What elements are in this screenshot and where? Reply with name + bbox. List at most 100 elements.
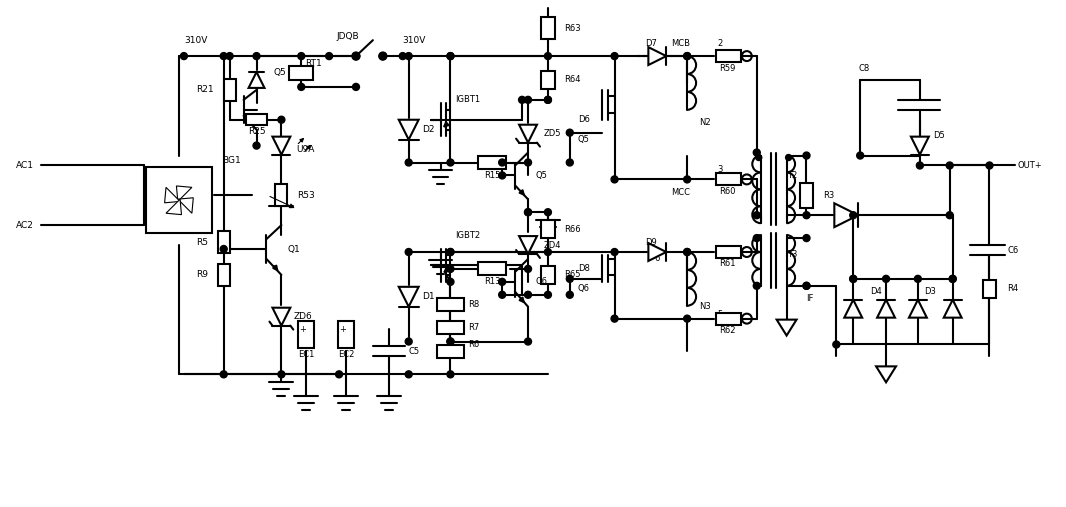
- Circle shape: [915, 275, 921, 282]
- Circle shape: [986, 162, 992, 169]
- Text: AC1: AC1: [16, 161, 34, 170]
- Text: Q6: Q6: [578, 284, 589, 294]
- Circle shape: [253, 53, 260, 59]
- Circle shape: [949, 275, 956, 282]
- Text: D2: D2: [422, 125, 435, 134]
- Circle shape: [180, 53, 188, 59]
- Circle shape: [756, 155, 762, 161]
- Circle shape: [447, 338, 454, 345]
- Circle shape: [683, 176, 691, 183]
- Polygon shape: [273, 137, 290, 155]
- Text: R62: R62: [718, 326, 736, 335]
- Bar: [217, 264, 229, 286]
- Bar: [224, 79, 236, 101]
- Text: D1: D1: [422, 292, 435, 301]
- Text: D3: D3: [924, 287, 936, 296]
- Circle shape: [947, 212, 953, 219]
- Circle shape: [566, 292, 574, 298]
- Text: IF: IF: [807, 294, 813, 303]
- Circle shape: [297, 53, 305, 59]
- Text: D9: D9: [646, 238, 658, 246]
- Polygon shape: [164, 188, 180, 203]
- Circle shape: [524, 209, 532, 215]
- Polygon shape: [399, 287, 419, 307]
- Circle shape: [917, 162, 923, 169]
- Circle shape: [803, 282, 810, 289]
- Circle shape: [545, 209, 551, 215]
- Text: 310V: 310V: [403, 35, 426, 45]
- Text: R25: R25: [247, 127, 265, 136]
- Circle shape: [378, 52, 387, 60]
- Circle shape: [833, 341, 840, 348]
- Polygon shape: [835, 203, 858, 227]
- Circle shape: [683, 315, 691, 322]
- Circle shape: [352, 52, 360, 60]
- Bar: [716, 313, 741, 324]
- Text: 310V: 310V: [184, 35, 207, 45]
- Circle shape: [447, 338, 454, 345]
- Circle shape: [447, 53, 454, 59]
- Circle shape: [447, 159, 454, 166]
- Text: ZD6: ZD6: [293, 312, 312, 321]
- Circle shape: [850, 212, 857, 219]
- Bar: [716, 173, 741, 186]
- Text: EC2: EC2: [338, 350, 354, 359]
- Text: C6: C6: [1007, 245, 1019, 255]
- Circle shape: [754, 212, 760, 219]
- Bar: [716, 50, 741, 62]
- Text: C8: C8: [858, 63, 870, 73]
- Circle shape: [566, 129, 574, 136]
- Text: N3: N3: [699, 302, 711, 311]
- Circle shape: [545, 53, 551, 59]
- Text: R53: R53: [297, 191, 316, 200]
- Text: IGBT2: IGBT2: [455, 231, 481, 240]
- Circle shape: [353, 53, 359, 59]
- Circle shape: [353, 53, 359, 59]
- Text: C5: C5: [408, 347, 420, 356]
- Polygon shape: [399, 120, 419, 139]
- Circle shape: [754, 235, 760, 241]
- Circle shape: [405, 53, 413, 59]
- Bar: [146, 167, 212, 233]
- Polygon shape: [911, 137, 928, 155]
- Circle shape: [947, 162, 953, 169]
- Circle shape: [803, 152, 810, 159]
- Circle shape: [405, 371, 413, 378]
- Bar: [540, 220, 555, 238]
- Polygon shape: [178, 198, 193, 213]
- Polygon shape: [909, 300, 926, 318]
- Circle shape: [221, 245, 227, 252]
- Circle shape: [524, 96, 532, 103]
- Text: R21: R21: [196, 85, 214, 94]
- Circle shape: [524, 292, 532, 298]
- Bar: [298, 320, 314, 348]
- Circle shape: [221, 371, 227, 378]
- Polygon shape: [248, 72, 264, 88]
- Circle shape: [754, 282, 760, 289]
- Circle shape: [545, 96, 551, 103]
- Text: R66: R66: [564, 225, 581, 234]
- Text: JDQB: JDQB: [336, 32, 359, 41]
- Bar: [540, 71, 555, 89]
- Circle shape: [949, 275, 956, 282]
- Bar: [716, 246, 741, 258]
- Text: R59: R59: [718, 63, 736, 73]
- Text: R4: R4: [1007, 284, 1018, 294]
- Circle shape: [499, 278, 505, 285]
- Circle shape: [447, 53, 454, 59]
- Text: IGBT1: IGBT1: [455, 95, 481, 104]
- Bar: [540, 17, 555, 39]
- Bar: [338, 320, 354, 348]
- Circle shape: [611, 53, 618, 59]
- Circle shape: [221, 53, 227, 59]
- Bar: [217, 231, 229, 253]
- Circle shape: [611, 315, 618, 322]
- Text: D6: D6: [578, 115, 589, 124]
- Circle shape: [803, 212, 810, 219]
- Circle shape: [566, 159, 574, 166]
- Polygon shape: [519, 125, 537, 142]
- Text: R8: R8: [468, 300, 480, 309]
- Circle shape: [405, 248, 413, 256]
- Text: R61: R61: [718, 260, 736, 268]
- Bar: [479, 156, 506, 169]
